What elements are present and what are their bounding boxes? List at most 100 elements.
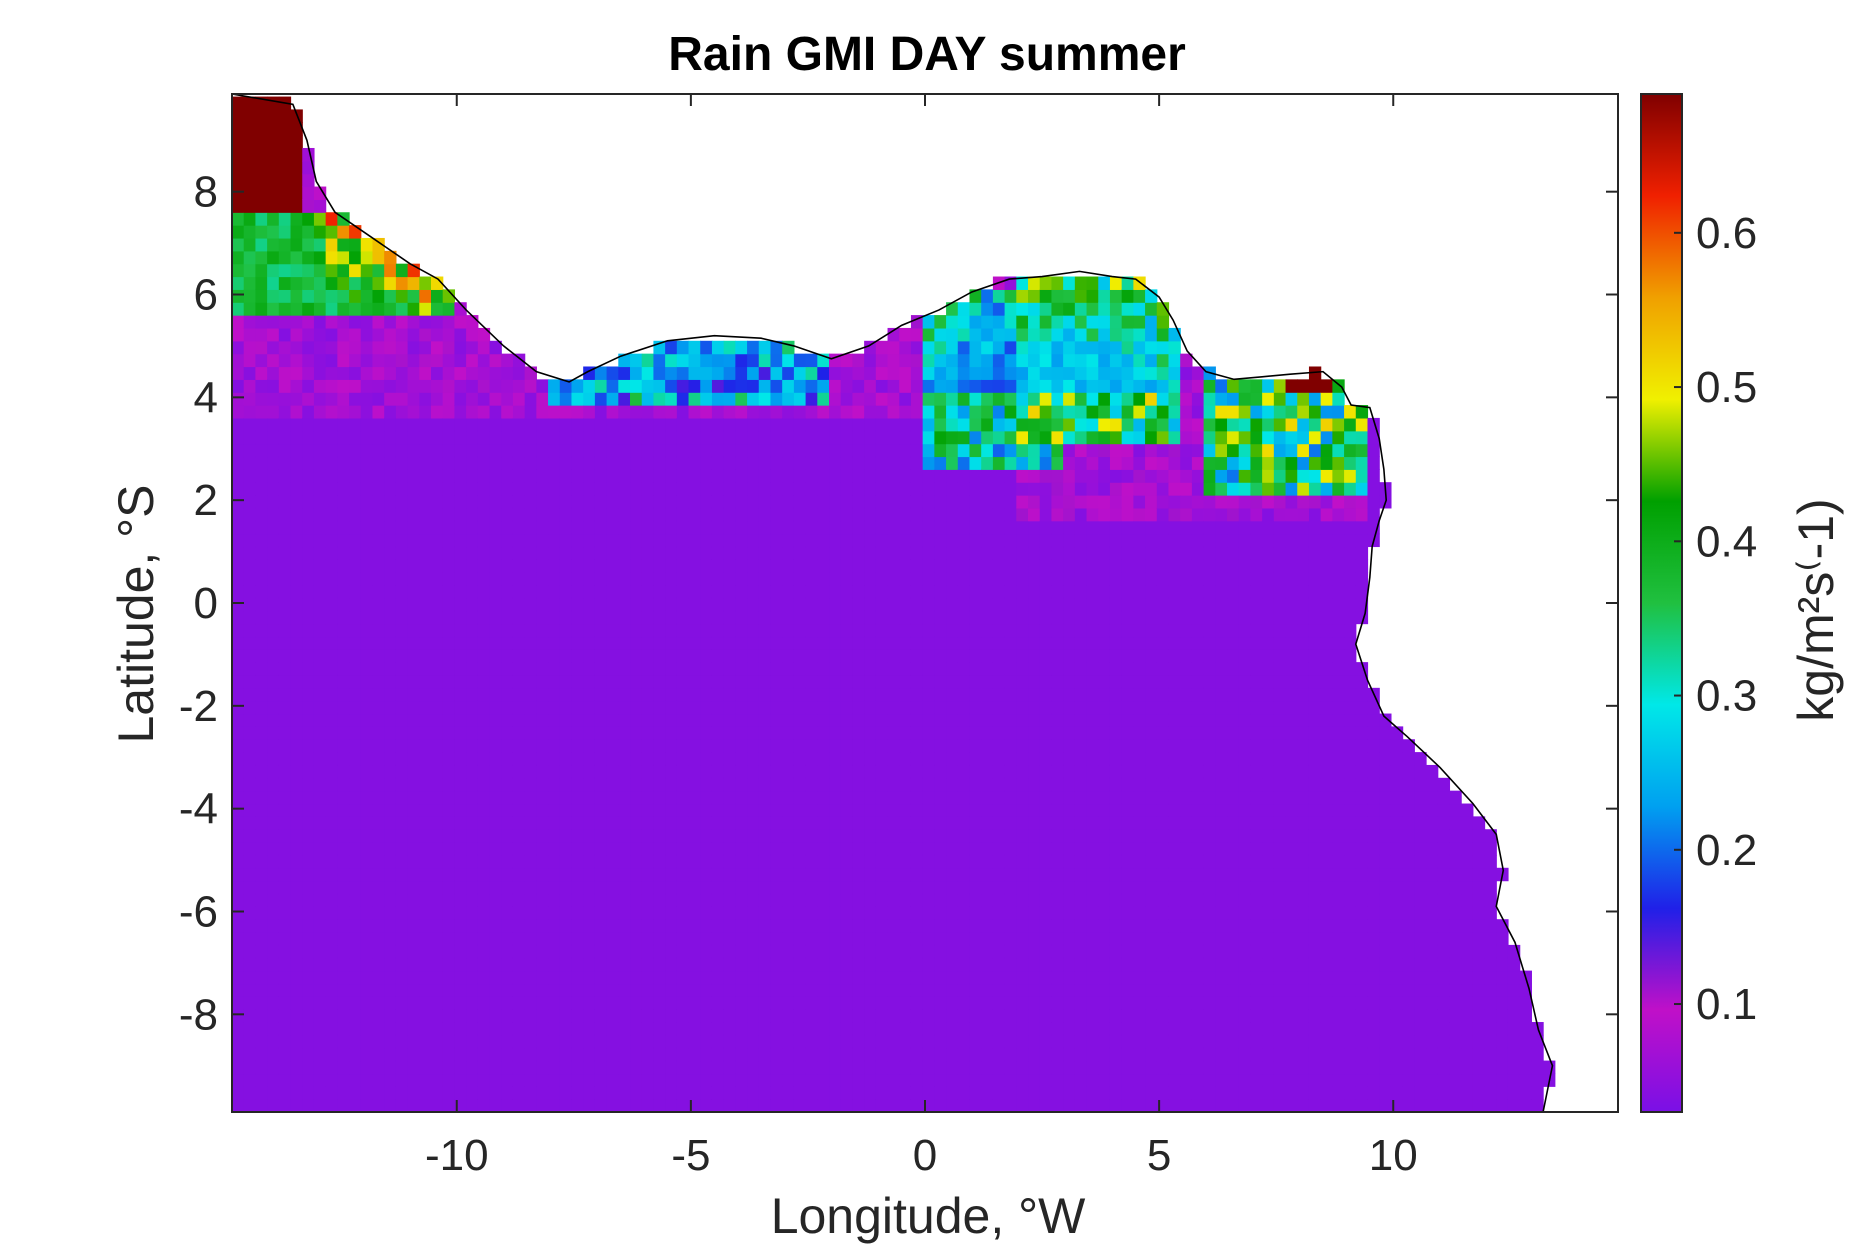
heatmap-cell xyxy=(360,1060,374,1075)
heatmap-cell xyxy=(992,726,1006,740)
heatmap-cell xyxy=(267,482,280,496)
heatmap-cell xyxy=(313,932,327,946)
heatmap-cell xyxy=(442,469,456,483)
heatmap-cell xyxy=(899,687,912,702)
heatmap-cell xyxy=(1133,1099,1146,1112)
heatmap-cell xyxy=(700,816,713,830)
heatmap-cell xyxy=(512,1099,526,1112)
heatmap-cell xyxy=(665,1034,678,1049)
heatmap-cell xyxy=(337,739,350,753)
heatmap-cell xyxy=(372,854,385,869)
heatmap-cell xyxy=(864,340,877,355)
heatmap-cell xyxy=(559,932,573,946)
heatmap-cell xyxy=(1098,842,1111,856)
heatmap-cell xyxy=(770,906,783,920)
heatmap-cell xyxy=(548,919,561,933)
heatmap-cell xyxy=(1039,932,1053,946)
heatmap-cell xyxy=(442,687,456,702)
heatmap-cell xyxy=(1063,957,1076,972)
heatmap-cell xyxy=(922,764,935,779)
heatmap-cell xyxy=(313,700,327,715)
heatmap-cell xyxy=(548,957,561,972)
heatmap-cell xyxy=(1051,507,1064,522)
heatmap-cell xyxy=(1004,1086,1017,1100)
heatmap-cell xyxy=(817,572,830,586)
heatmap-cell xyxy=(700,585,713,599)
heatmap-cell xyxy=(758,880,772,895)
heatmap-cell xyxy=(313,1009,327,1023)
heatmap-cell xyxy=(653,482,666,496)
heatmap-cell xyxy=(1086,1073,1099,1087)
heatmap-cell xyxy=(641,379,655,393)
heatmap-cell xyxy=(290,1073,303,1087)
heatmap-cell xyxy=(477,867,491,882)
heatmap-cell xyxy=(641,353,655,368)
heatmap-cell xyxy=(536,726,549,740)
heatmap-cell xyxy=(793,957,807,972)
heatmap-cell xyxy=(1063,392,1076,406)
heatmap-cell xyxy=(360,469,374,483)
heatmap-cell xyxy=(1086,417,1099,432)
heatmap-cell xyxy=(594,1034,608,1049)
heatmap-cell xyxy=(1109,456,1123,470)
heatmap-cell xyxy=(1145,662,1158,676)
heatmap-cell xyxy=(1133,983,1146,997)
heatmap-cell xyxy=(630,1073,643,1087)
heatmap-cell xyxy=(899,572,912,586)
heatmap-cell xyxy=(1028,585,1041,599)
heatmap-cell xyxy=(384,572,397,586)
heatmap-cell xyxy=(852,366,865,380)
heatmap-cell xyxy=(934,932,947,946)
heatmap-cell xyxy=(1109,1060,1123,1075)
heatmap-cell xyxy=(384,585,397,599)
heatmap-cell xyxy=(969,983,982,997)
heatmap-cell xyxy=(407,520,420,535)
heatmap-cell xyxy=(431,443,444,458)
heatmap-cell xyxy=(524,854,537,869)
heatmap-cell xyxy=(489,700,502,715)
heatmap-cell xyxy=(782,790,795,805)
heatmap-cell xyxy=(630,739,643,753)
heatmap-cell xyxy=(1004,623,1017,638)
heatmap-cell xyxy=(243,250,257,265)
heatmap-cell xyxy=(536,533,549,548)
heatmap-cell xyxy=(665,340,678,355)
heatmap-cell xyxy=(290,996,303,1010)
heatmap-cell xyxy=(665,456,678,470)
heatmap-cell xyxy=(1109,533,1123,548)
heatmap-cell xyxy=(723,366,736,380)
heatmap-cell xyxy=(899,1022,912,1036)
heatmap-cell xyxy=(1016,880,1029,895)
heatmap-cell xyxy=(1016,764,1029,779)
heatmap-cell xyxy=(454,353,467,368)
heatmap-cell xyxy=(770,687,783,702)
heatmap-cell xyxy=(688,829,701,843)
heatmap-cell xyxy=(536,559,549,573)
heatmap-cell xyxy=(255,1073,268,1087)
heatmap-cell xyxy=(793,752,807,766)
heatmap-cell xyxy=(747,816,760,830)
heatmap-cell xyxy=(419,1047,432,1062)
heatmap-cell xyxy=(290,790,303,805)
heatmap-cell xyxy=(688,739,701,753)
heatmap-cell xyxy=(946,1009,959,1023)
heatmap-cell xyxy=(606,610,619,625)
heatmap-cell xyxy=(641,970,655,985)
heatmap-cell xyxy=(688,983,701,997)
heatmap-cell xyxy=(255,687,268,702)
heatmap-cell xyxy=(840,610,854,625)
heatmap-cell xyxy=(232,1022,245,1036)
heatmap-cell xyxy=(302,854,315,869)
heatmap-cell xyxy=(735,1060,748,1075)
heatmap-cell xyxy=(512,867,526,882)
heatmap-cell xyxy=(1109,649,1123,663)
heatmap-cell xyxy=(290,250,303,265)
heatmap-cell xyxy=(278,186,292,200)
heatmap-cell xyxy=(337,353,350,368)
heatmap-cell xyxy=(829,1099,842,1112)
heatmap-cell xyxy=(665,430,678,445)
heatmap-cell xyxy=(840,636,854,650)
heatmap-cell xyxy=(431,520,444,535)
heatmap-cell xyxy=(466,533,479,548)
heatmap-cell xyxy=(1028,520,1041,535)
